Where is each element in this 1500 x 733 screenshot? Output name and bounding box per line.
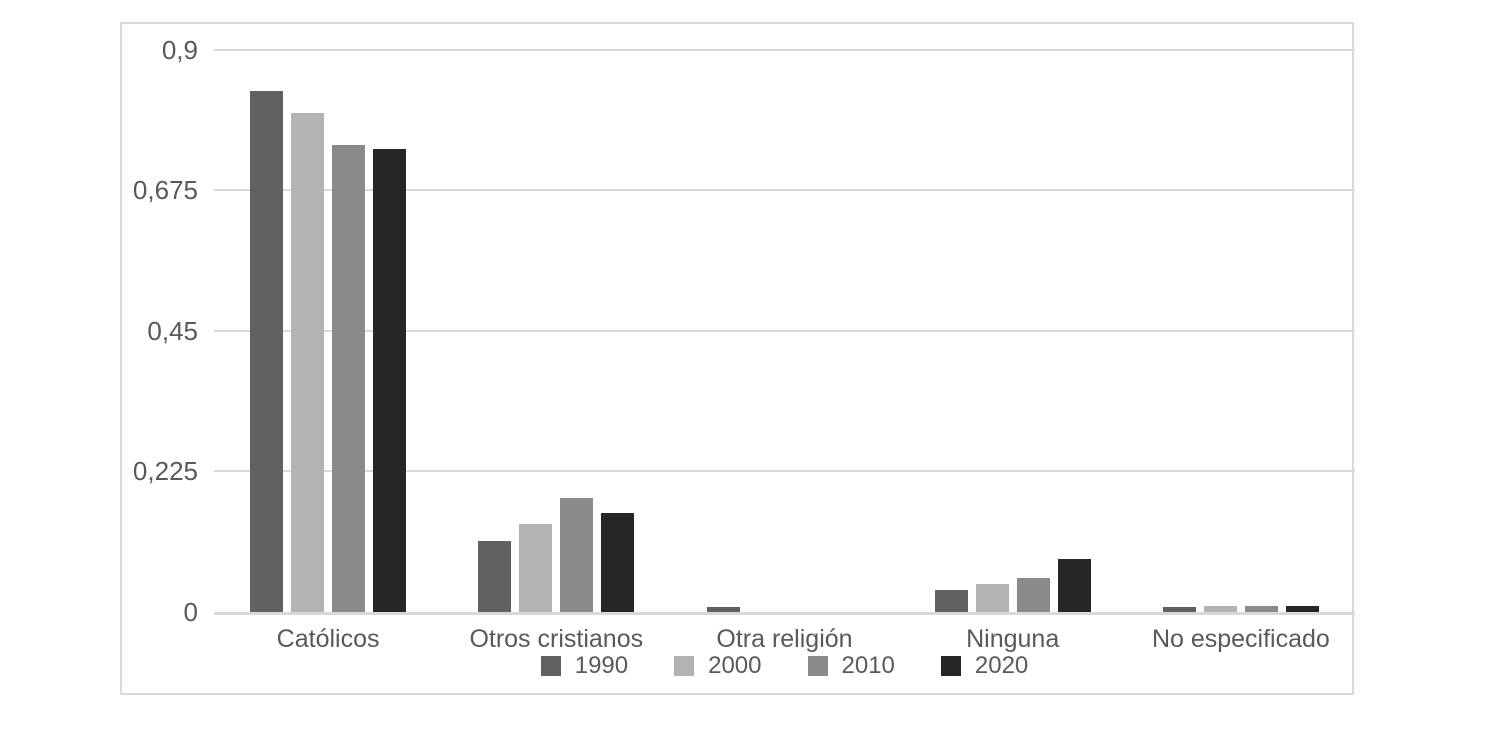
gridline-0,9 (214, 48, 1355, 51)
legend-swatch-icon (540, 656, 561, 676)
x-category-label-2: Otra religión (716, 625, 853, 653)
x-category-label-3: Ninguna (966, 625, 1060, 653)
legend-item-2000: 2000 (674, 652, 762, 679)
legend-swatch-icon (807, 656, 828, 676)
bar-2010-category-0 (332, 145, 365, 612)
bar-2020-category-4 (1286, 606, 1319, 612)
x-category-label-4: No especificado (1151, 625, 1330, 653)
legend-label: 2010 (841, 652, 895, 679)
bar-2010-category-4 (1245, 606, 1278, 612)
legend-swatch-icon (674, 656, 695, 676)
legend-item-1990: 1990 (540, 652, 629, 679)
bar-2010-category-1 (560, 498, 593, 612)
legend-label: 1990 (574, 652, 629, 679)
bar-2020-category-1 (601, 513, 634, 612)
bar-2020-category-0 (373, 149, 406, 612)
chart-area: 0 0,225 0,45 0,675 0,9 Católicos Otros cristi… (120, 22, 1355, 695)
x-category-label-1: Otros cristianos (469, 625, 644, 653)
bar-1990-category-0 (250, 91, 283, 612)
y-tick-label-1: 0,225 (132, 456, 198, 487)
legend-label: 2020 (974, 652, 1029, 679)
legend-swatch-icon (940, 656, 961, 676)
bar-2000-category-1 (519, 524, 552, 612)
bar-2000-category-4 (1204, 606, 1237, 612)
x-category-label-0: Católicos (276, 625, 380, 653)
legend-item-2020: 2020 (940, 652, 1029, 679)
gridline-0,45 (214, 329, 1355, 332)
bar-1990-category-1 (478, 541, 511, 612)
bar-2000-category-3 (976, 584, 1009, 612)
legend: 1990 2000 2010 2020 (214, 654, 1355, 678)
bar-1990-category-3 (935, 590, 968, 612)
legend-label: 2000 (708, 652, 762, 679)
bar-1990-category-2 (707, 607, 740, 612)
bar-1990-category-4 (1163, 607, 1196, 612)
legend-item-2010: 2010 (807, 652, 895, 679)
y-tick-label-4: 0,9 (161, 34, 198, 65)
bar-2000-category-0 (291, 113, 324, 612)
y-tick-label-0: 0 (183, 597, 198, 627)
gridline-0,675 (214, 189, 1355, 192)
y-tick-label-3: 0,675 (132, 175, 198, 206)
y-tick-label-2: 0,45 (147, 315, 198, 346)
x-axis-line (214, 612, 1355, 615)
bar-2020-category-3 (1058, 559, 1091, 612)
gridline-0,225 (214, 470, 1355, 473)
bar-2010-category-3 (1017, 578, 1050, 612)
